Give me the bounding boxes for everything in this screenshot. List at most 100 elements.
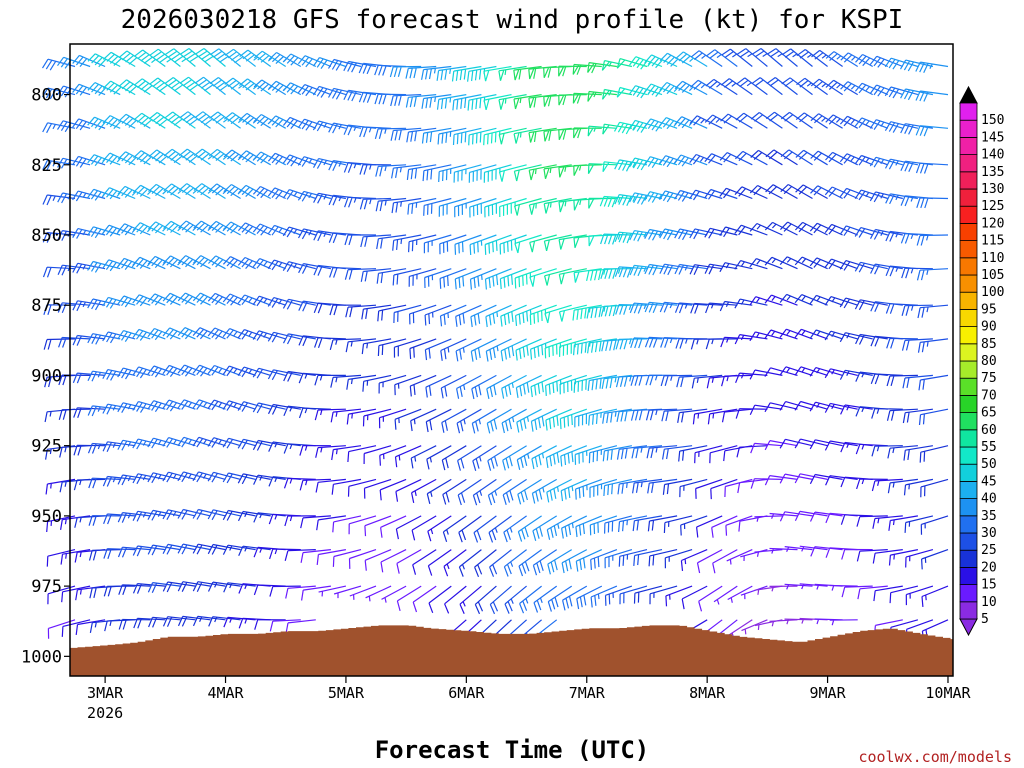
wind-barb	[704, 188, 738, 200]
wind-barb	[825, 114, 858, 129]
wind-barb	[285, 585, 316, 599]
wind-barb	[499, 197, 527, 218]
wind-barb	[615, 374, 648, 388]
wind-barb	[633, 585, 663, 604]
wind-barb	[147, 437, 181, 449]
wind-barb	[500, 338, 527, 362]
wind-barb	[900, 232, 933, 244]
wind-barb	[343, 162, 377, 173]
wind-barb	[254, 619, 286, 630]
wind-barb	[300, 515, 331, 529]
wind-barb	[719, 226, 753, 238]
wind-barb	[253, 113, 286, 129]
wind-barb	[222, 293, 256, 306]
wind-barb	[903, 445, 933, 461]
wind-barb	[472, 445, 497, 471]
wind-barb	[409, 338, 437, 360]
colorbar: 5 10 15 20 25 30 35 40 45 50 55 60 65 70 75 80 85 90 95 100…	[959, 85, 1004, 637]
colorbar-label: 80	[981, 354, 997, 369]
wind-barb	[163, 220, 196, 236]
wind-barb	[412, 585, 437, 613]
wind-barb	[318, 585, 347, 597]
wind-barb	[389, 65, 422, 78]
wind-barb	[177, 471, 211, 483]
wind-barb	[56, 120, 91, 133]
colorbar-swatch	[959, 394, 978, 413]
wind-barb	[854, 117, 889, 129]
wind-barb	[498, 94, 527, 110]
wind-barb	[253, 151, 286, 166]
wind-barb	[438, 197, 467, 217]
wind-barb	[810, 185, 843, 200]
wind-barb	[396, 549, 422, 574]
wind-barb	[630, 408, 663, 421]
wind-barb	[764, 329, 798, 340]
wind-barb	[237, 256, 271, 270]
wind-barb	[602, 445, 633, 462]
wind-barb	[795, 184, 828, 200]
wind-barb	[410, 445, 437, 469]
wind-barb	[285, 619, 316, 634]
wind-barb	[457, 445, 482, 471]
wind-barb	[779, 221, 813, 236]
wind-barb	[470, 338, 497, 362]
wind-barb	[362, 408, 392, 427]
wind-barb	[316, 515, 346, 531]
wind-barb	[102, 224, 136, 237]
wind-barb	[269, 619, 301, 632]
colorbar-label: 85	[981, 337, 997, 352]
wind-barb	[794, 328, 828, 340]
wind-barb	[436, 65, 467, 81]
wind-barb	[162, 364, 196, 377]
colorbar-label: 45	[981, 474, 997, 489]
wind-barb	[809, 222, 843, 236]
wind-barb	[709, 445, 738, 464]
wind-barb	[589, 515, 618, 536]
wind-barb	[426, 445, 452, 470]
y-tick-label: 1000	[21, 647, 62, 667]
colorbar-label: 120	[981, 216, 1004, 231]
wind-barb	[841, 548, 873, 560]
wind-barb	[562, 585, 588, 611]
wind-barb	[486, 408, 512, 434]
wind-barb	[764, 402, 798, 413]
wind-barb	[162, 437, 196, 448]
wind-barb	[558, 304, 587, 322]
wind-barb	[458, 549, 482, 577]
wind-barb	[282, 116, 317, 129]
wind-barb	[269, 548, 301, 560]
y-tick-label: 925	[31, 437, 62, 457]
wind-barb	[841, 585, 873, 598]
wind-barb	[147, 400, 181, 413]
wind-barb	[499, 268, 527, 290]
wind-barb	[769, 619, 798, 627]
wind-barb	[239, 78, 272, 96]
wind-barb	[409, 374, 437, 397]
wind-barb	[408, 234, 437, 253]
wind-barb	[628, 85, 663, 99]
wind-barb	[222, 256, 256, 270]
wind-barb	[347, 478, 377, 497]
colorbar-label: 140	[981, 148, 1004, 163]
wind-barb	[573, 268, 602, 283]
wind-barb	[679, 478, 708, 498]
wind-barb	[810, 150, 843, 166]
colorbar-bottom-arrow	[959, 618, 978, 637]
wind-barb	[779, 256, 813, 270]
wind-barb	[613, 121, 648, 135]
wind-barb	[749, 296, 783, 306]
wind-barb	[869, 55, 904, 68]
wind-barb	[840, 514, 873, 525]
wind-barb	[57, 230, 91, 241]
colorbar-label: 5	[981, 612, 989, 627]
wind-barb	[441, 445, 467, 471]
wind-barb	[72, 118, 106, 131]
wind-barb	[223, 221, 256, 236]
wind-barb	[283, 477, 316, 489]
wind-barb	[734, 260, 768, 270]
wind-barb	[559, 374, 587, 395]
wind-barb	[644, 83, 678, 97]
wind-barb	[177, 327, 211, 340]
wind-barb	[391, 164, 422, 179]
wind-barb	[904, 515, 934, 533]
